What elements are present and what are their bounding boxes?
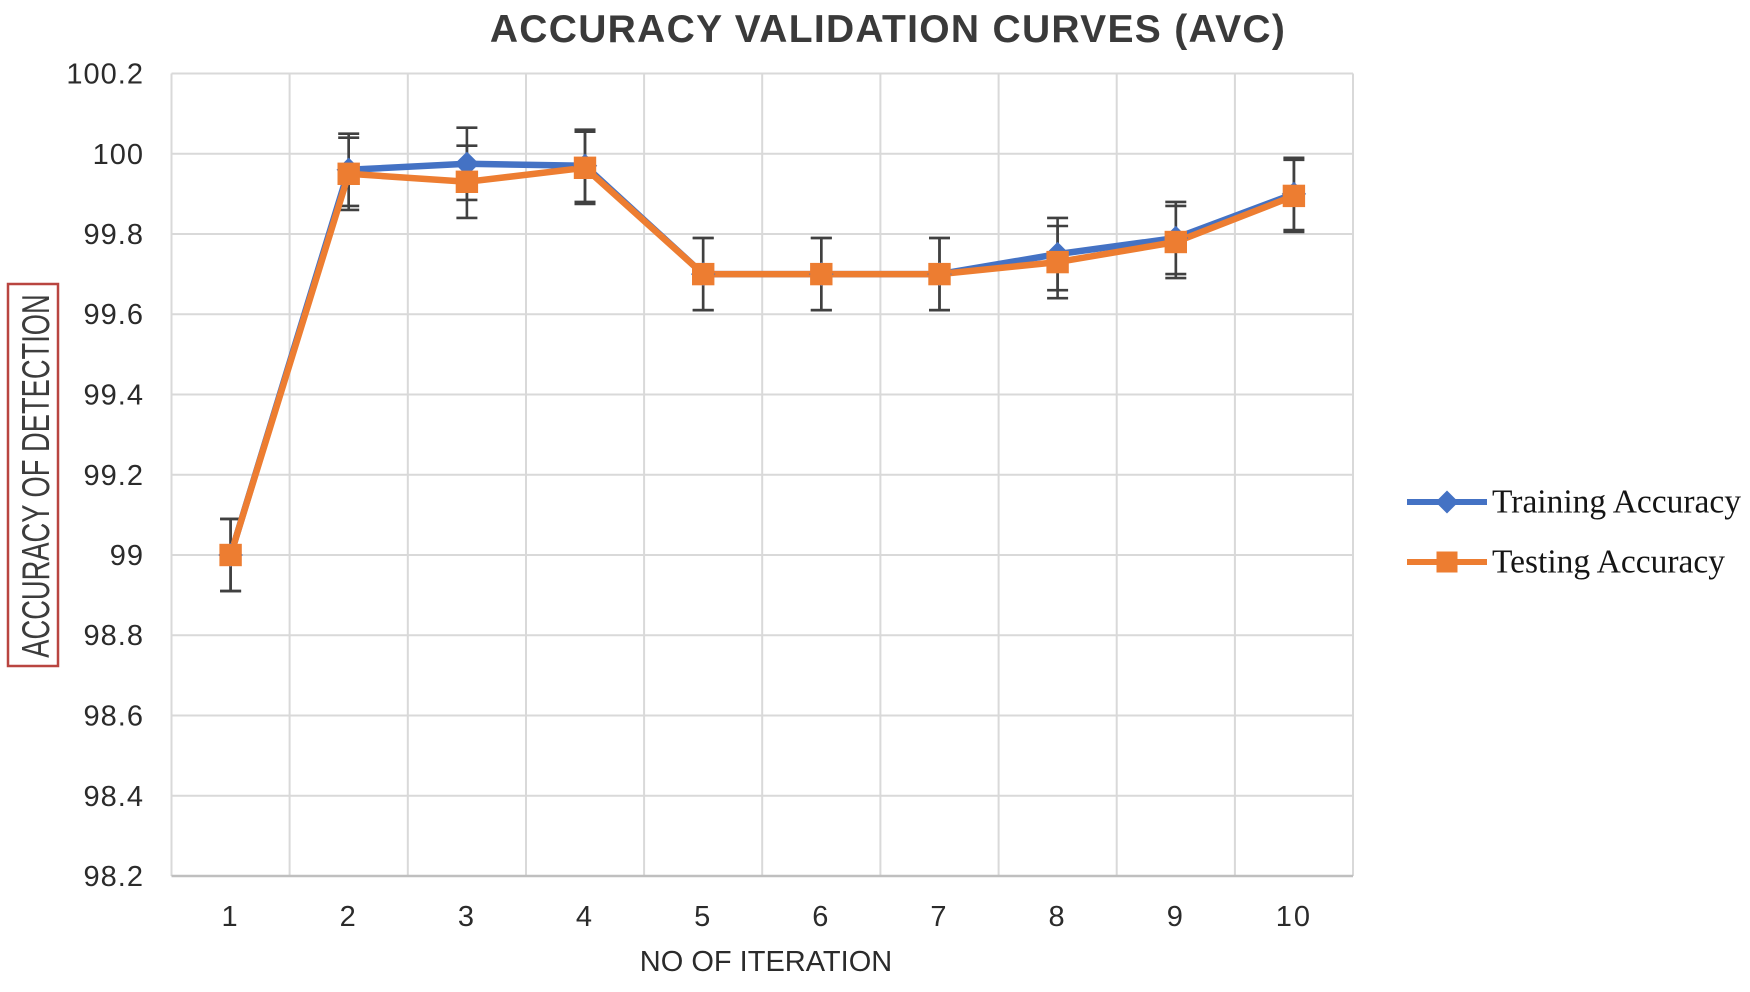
svg-text:6: 6 [812,901,830,933]
svg-text:98.8: 98.8 [84,620,144,652]
svg-text:98.6: 98.6 [84,701,144,733]
svg-text:100.2: 100.2 [66,59,144,91]
svg-text:1: 1 [222,901,240,933]
svg-text:Testing Accuracy: Testing Accuracy [1492,544,1725,581]
svg-text:10: 10 [1276,901,1312,933]
svg-text:5: 5 [694,901,712,933]
svg-text:ACCURACY VALIDATION CURVES (AV: ACCURACY VALIDATION CURVES (AVC) [490,8,1286,51]
svg-text:7: 7 [930,901,948,933]
svg-text:98.2: 98.2 [84,861,144,893]
svg-text:NO OF ITERATION: NO OF ITERATION [640,946,892,978]
svg-text:98.4: 98.4 [84,781,144,813]
svg-text:100: 100 [93,139,144,171]
svg-text:8: 8 [1049,901,1067,933]
svg-text:99.6: 99.6 [84,299,144,331]
svg-text:99: 99 [110,540,144,572]
svg-text:3: 3 [458,901,476,933]
svg-text:Training Accuracy: Training Accuracy [1492,484,1741,521]
svg-text:2: 2 [340,901,358,933]
svg-text:99.4: 99.4 [84,380,144,412]
svg-text:99.8: 99.8 [84,219,144,251]
svg-text:4: 4 [576,901,594,933]
svg-text:99.2: 99.2 [84,460,144,492]
svg-text:9: 9 [1167,901,1185,933]
svg-text:ACCURACY OF DETECTION: ACCURACY OF DETECTION [15,294,58,657]
